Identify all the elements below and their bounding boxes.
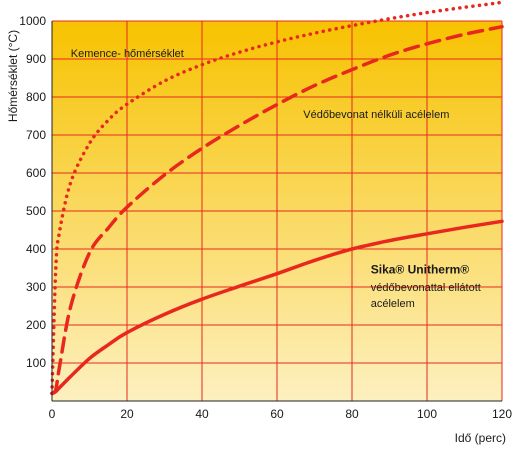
series-line-solid	[50, 219, 504, 396]
y-tick-label: 400	[26, 242, 46, 256]
y-axis-title: Hőmérséklet (°C)	[6, 30, 20, 122]
x-tick-label: 60	[270, 407, 284, 421]
grid-lines	[52, 20, 503, 401]
tick-labels: 100 200 300 400 500 600 700 800 900 1000 0 20 40 60 80…	[19, 14, 512, 421]
x-tick-label: 20	[120, 407, 134, 421]
annotation-label: Kemence- hőmérséklet	[71, 48, 184, 60]
annotation-label: acélelem	[371, 298, 415, 310]
x-tick-label: 80	[345, 407, 359, 421]
x-axis-title: Idő (perc)	[455, 431, 506, 445]
x-tick-label: 120	[492, 407, 512, 421]
y-tick-label: 200	[26, 318, 46, 332]
x-tick-label: 100	[417, 407, 437, 421]
y-tick-label: 300	[26, 280, 46, 294]
annotation-label: Védőbevonat nélküli acélelem	[303, 109, 449, 121]
y-tick-label: 600	[26, 166, 46, 180]
y-tick-label: 1000	[19, 14, 46, 28]
series-line-dotted	[50, 0, 504, 396]
y-tick-label: 500	[26, 204, 46, 218]
series-line-dashed	[50, 24, 504, 396]
annotation-label: védőbevonattal ellátott	[371, 282, 481, 294]
y-tick-label: 700	[26, 128, 46, 142]
y-tick-label: 800	[26, 90, 46, 104]
annotation-label: Sika® Unitherm®	[371, 263, 470, 277]
axes	[51, 21, 502, 402]
x-tick-label: 0	[49, 407, 56, 421]
series-lines	[50, 0, 504, 396]
annotations: Kemence- hőmérséklet Védőbevonat nélküli …	[71, 48, 481, 310]
y-tick-label: 900	[26, 52, 46, 66]
y-tick-label: 100	[26, 356, 46, 370]
x-tick-label: 40	[195, 407, 209, 421]
